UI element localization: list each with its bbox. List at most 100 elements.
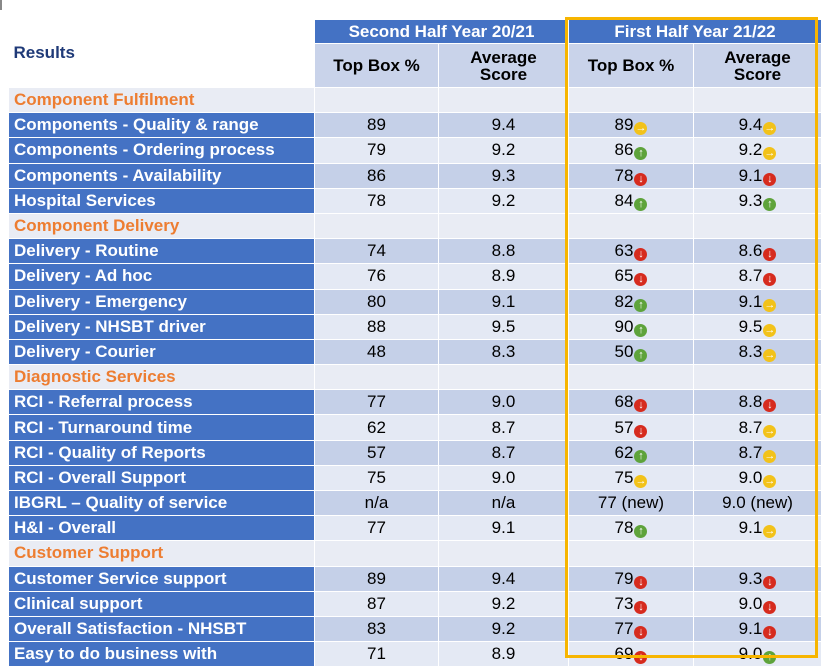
- trend-down-icon: ↓: [634, 248, 648, 262]
- prev-avg-score-value: 8.9: [491, 644, 516, 664]
- section-title: Customer Support: [8, 540, 315, 567]
- trend-up-icon: ↑: [763, 197, 777, 211]
- trend-up-icon: ↑: [634, 298, 648, 312]
- prev-avg-score: 9.1: [438, 515, 569, 542]
- table-row: Customer Service support 89 9.4 79 ↓ 9.3 ↓: [8, 565, 822, 592]
- curr-top-box: 78 ↑: [568, 515, 694, 542]
- section-filler: [693, 364, 822, 391]
- prev-avg-score-value: 9.0: [491, 467, 516, 487]
- row-label: Components - Quality & range: [8, 112, 315, 139]
- trend-same-icon: →: [763, 474, 777, 488]
- avg-line-2: Score: [733, 64, 782, 84]
- row-label: RCI - Quality of Reports: [8, 439, 315, 466]
- table-row: Delivery - Courier 48 8.3 50 ↑ 8.3 →: [8, 338, 822, 366]
- section-filler: [693, 540, 822, 567]
- prev-top-box: 89: [314, 112, 439, 139]
- trend-up-icon: ↑: [634, 348, 648, 362]
- curr-avg-score: 9.1 ↓: [693, 162, 822, 189]
- section-filler: [314, 540, 439, 567]
- section-filler: [438, 364, 569, 391]
- section-filler: [314, 364, 439, 391]
- curr-avg-score-value: 9.0: [738, 467, 763, 487]
- table-row: RCI - Turnaround time 62 8.7 57 ↓ 8.7 →: [8, 414, 822, 441]
- curr-top-box: 82 ↑: [568, 288, 694, 315]
- section-filler: [568, 540, 694, 567]
- section-filler: [314, 86, 439, 114]
- curr-top-box: 84 ↑: [568, 187, 694, 214]
- curr-top-box-value: 77 (new): [597, 493, 665, 513]
- avg-line-1: Average: [470, 47, 537, 67]
- trend-up-icon: ↑: [634, 525, 648, 539]
- curr-top-box-value: 69: [614, 644, 634, 664]
- prev-top-box-value: 83: [367, 619, 386, 639]
- prev-avg-score: 9.2: [438, 590, 569, 617]
- trend-up-icon: ↑: [634, 147, 648, 161]
- curr-avg-score-value: 9.3: [738, 568, 763, 588]
- section-filler: [438, 212, 569, 240]
- col-header-curr-avg: Average Score: [693, 43, 822, 88]
- row-label: RCI - Overall Support: [8, 464, 315, 492]
- prev-avg-score: 9.1: [438, 288, 569, 315]
- section-row: Customer Support: [8, 540, 822, 567]
- prev-avg-score-value: 9.1: [491, 518, 516, 538]
- trend-down-icon: ↓: [763, 626, 777, 640]
- curr-top-box: 89 →: [568, 112, 694, 139]
- prev-avg-score-value: 9.2: [491, 140, 516, 160]
- curr-avg-score: 8.8 ↓: [693, 389, 822, 416]
- curr-top-box: 50 ↑: [568, 338, 694, 366]
- avg-line-1: Average: [724, 47, 791, 67]
- trend-up-icon: ↑: [763, 651, 777, 665]
- prev-top-box-value: n/a: [364, 493, 389, 513]
- prev-avg-score-value: 9.4: [491, 568, 516, 588]
- row-label: Overall Satisfaction - NHSBT: [8, 615, 315, 643]
- prev-avg-score: 8.8: [438, 238, 569, 265]
- prev-top-box-value: 77: [367, 392, 386, 412]
- curr-avg-score-value: 8.3: [738, 341, 763, 361]
- prev-avg-score-value: 9.5: [491, 316, 516, 336]
- curr-top-box-value: 73: [614, 593, 634, 613]
- curr-top-box: 77 (new): [568, 489, 694, 517]
- prev-top-box: 62: [314, 414, 439, 441]
- row-label: Clinical support: [8, 590, 315, 617]
- trend-down-icon: ↓: [763, 172, 777, 186]
- table-row: H&I - Overall 77 9.1 78 ↑ 9.1 →: [8, 515, 822, 542]
- prev-avg-score: n/a: [438, 489, 569, 517]
- table-row: Components - Ordering process 79 9.2 86 ↑ 9.2…: [8, 137, 822, 164]
- trend-down-icon: ↓: [763, 575, 777, 589]
- prev-avg-score: 9.4: [438, 565, 569, 592]
- table-row: IBGRL – Quality of service n/a n/a 77 (new)…: [8, 489, 822, 517]
- curr-avg-score-value: 9.0: [738, 644, 763, 664]
- prev-top-box-value: 86: [367, 165, 386, 185]
- prev-avg-score: 9.4: [438, 112, 569, 139]
- prev-avg-score-value: 8.8: [491, 241, 516, 261]
- prev-top-box-value: 89: [367, 568, 386, 588]
- row-label: Customer Service support: [8, 565, 315, 592]
- prev-avg-score-value: 8.7: [491, 417, 516, 437]
- prev-top-box: 86: [314, 162, 439, 189]
- curr-top-box: 69 ↓: [568, 641, 694, 667]
- prev-avg-score: 9.0: [438, 389, 569, 416]
- table-row: Delivery - NHSBT driver 88 9.5 90 ↑ 9.5 →: [8, 313, 822, 340]
- curr-avg-score-value: 9.3: [738, 190, 763, 210]
- prev-avg-score: 8.7: [438, 439, 569, 466]
- prev-top-box-value: 76: [367, 266, 386, 286]
- prev-avg-score: 9.3: [438, 162, 569, 189]
- curr-avg-score-value: 8.7: [738, 442, 763, 462]
- prev-top-box-value: 78: [367, 190, 386, 210]
- prev-avg-score-value: 9.2: [491, 619, 516, 639]
- section-title: Diagnostic Services: [8, 364, 315, 391]
- table-row: Hospital Services 78 9.2 84 ↑ 9.3 ↑: [8, 187, 822, 214]
- trend-down-icon: ↓: [634, 424, 648, 438]
- prev-avg-score-value: 8.9: [491, 266, 516, 286]
- curr-avg-score: 9.1 →: [693, 288, 822, 315]
- table-row: Delivery - Ad hoc 76 8.9 65 ↓ 8.7 ↓: [8, 263, 822, 290]
- trend-down-icon: ↓: [763, 248, 777, 262]
- curr-avg-score-value: 8.7: [738, 417, 763, 437]
- row-label: Delivery - NHSBT driver: [8, 313, 315, 340]
- curr-top-box-value: 57: [614, 417, 634, 437]
- prev-top-box: 80: [314, 288, 439, 315]
- table-row: RCI - Overall Support 75 9.0 75 → 9.0 →: [8, 464, 822, 492]
- curr-top-box: 86 ↑: [568, 137, 694, 164]
- curr-avg-score: 8.7 →: [693, 414, 822, 441]
- curr-avg-score-value: 8.7: [738, 266, 763, 286]
